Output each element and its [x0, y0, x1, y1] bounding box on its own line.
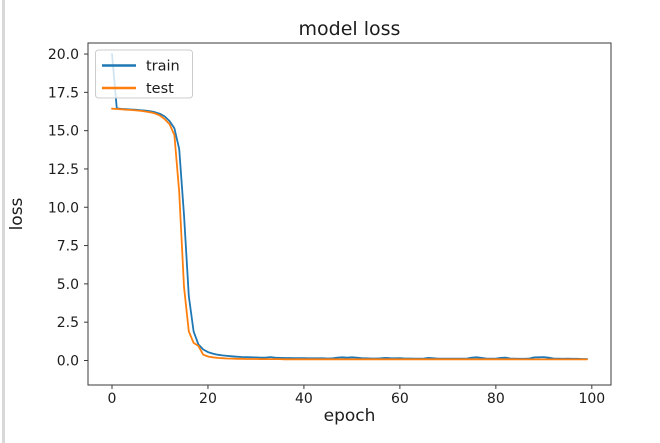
legend: train test — [95, 49, 193, 99]
y-tick-label: 7.5 — [57, 239, 79, 255]
y-tick-label: 0.0 — [57, 353, 79, 369]
legend-box — [95, 49, 193, 99]
y-axis-label: loss — [7, 197, 27, 230]
series-train-line — [111, 53, 588, 360]
x-tick-label: 100 — [578, 391, 605, 407]
legend-label-test: test — [146, 81, 174, 97]
chart-title: model loss — [299, 18, 401, 40]
x-tick-label: 40 — [295, 391, 313, 407]
window-edge-left — [2, 0, 5, 443]
axes-box — [87, 42, 612, 386]
y-tick-label: 15.0 — [48, 124, 79, 140]
y-tick-label: 10.0 — [48, 200, 79, 216]
x-tick-label: 80 — [487, 391, 505, 407]
y-tick-label: 5.0 — [57, 277, 79, 293]
series-test-line — [111, 107, 588, 361]
y-tick-label: 12.5 — [48, 162, 79, 178]
y-tick-label: 20.0 — [48, 47, 79, 63]
x-axis-label: epoch — [324, 406, 376, 426]
x-tick-label: 20 — [199, 391, 217, 407]
x-tick-label: 60 — [391, 391, 409, 407]
legend-label-train: train — [146, 59, 180, 75]
y-tick-label: 17.5 — [48, 85, 79, 101]
x-tick-label: 0 — [108, 391, 117, 407]
y-tick-label: 2.5 — [57, 315, 79, 331]
